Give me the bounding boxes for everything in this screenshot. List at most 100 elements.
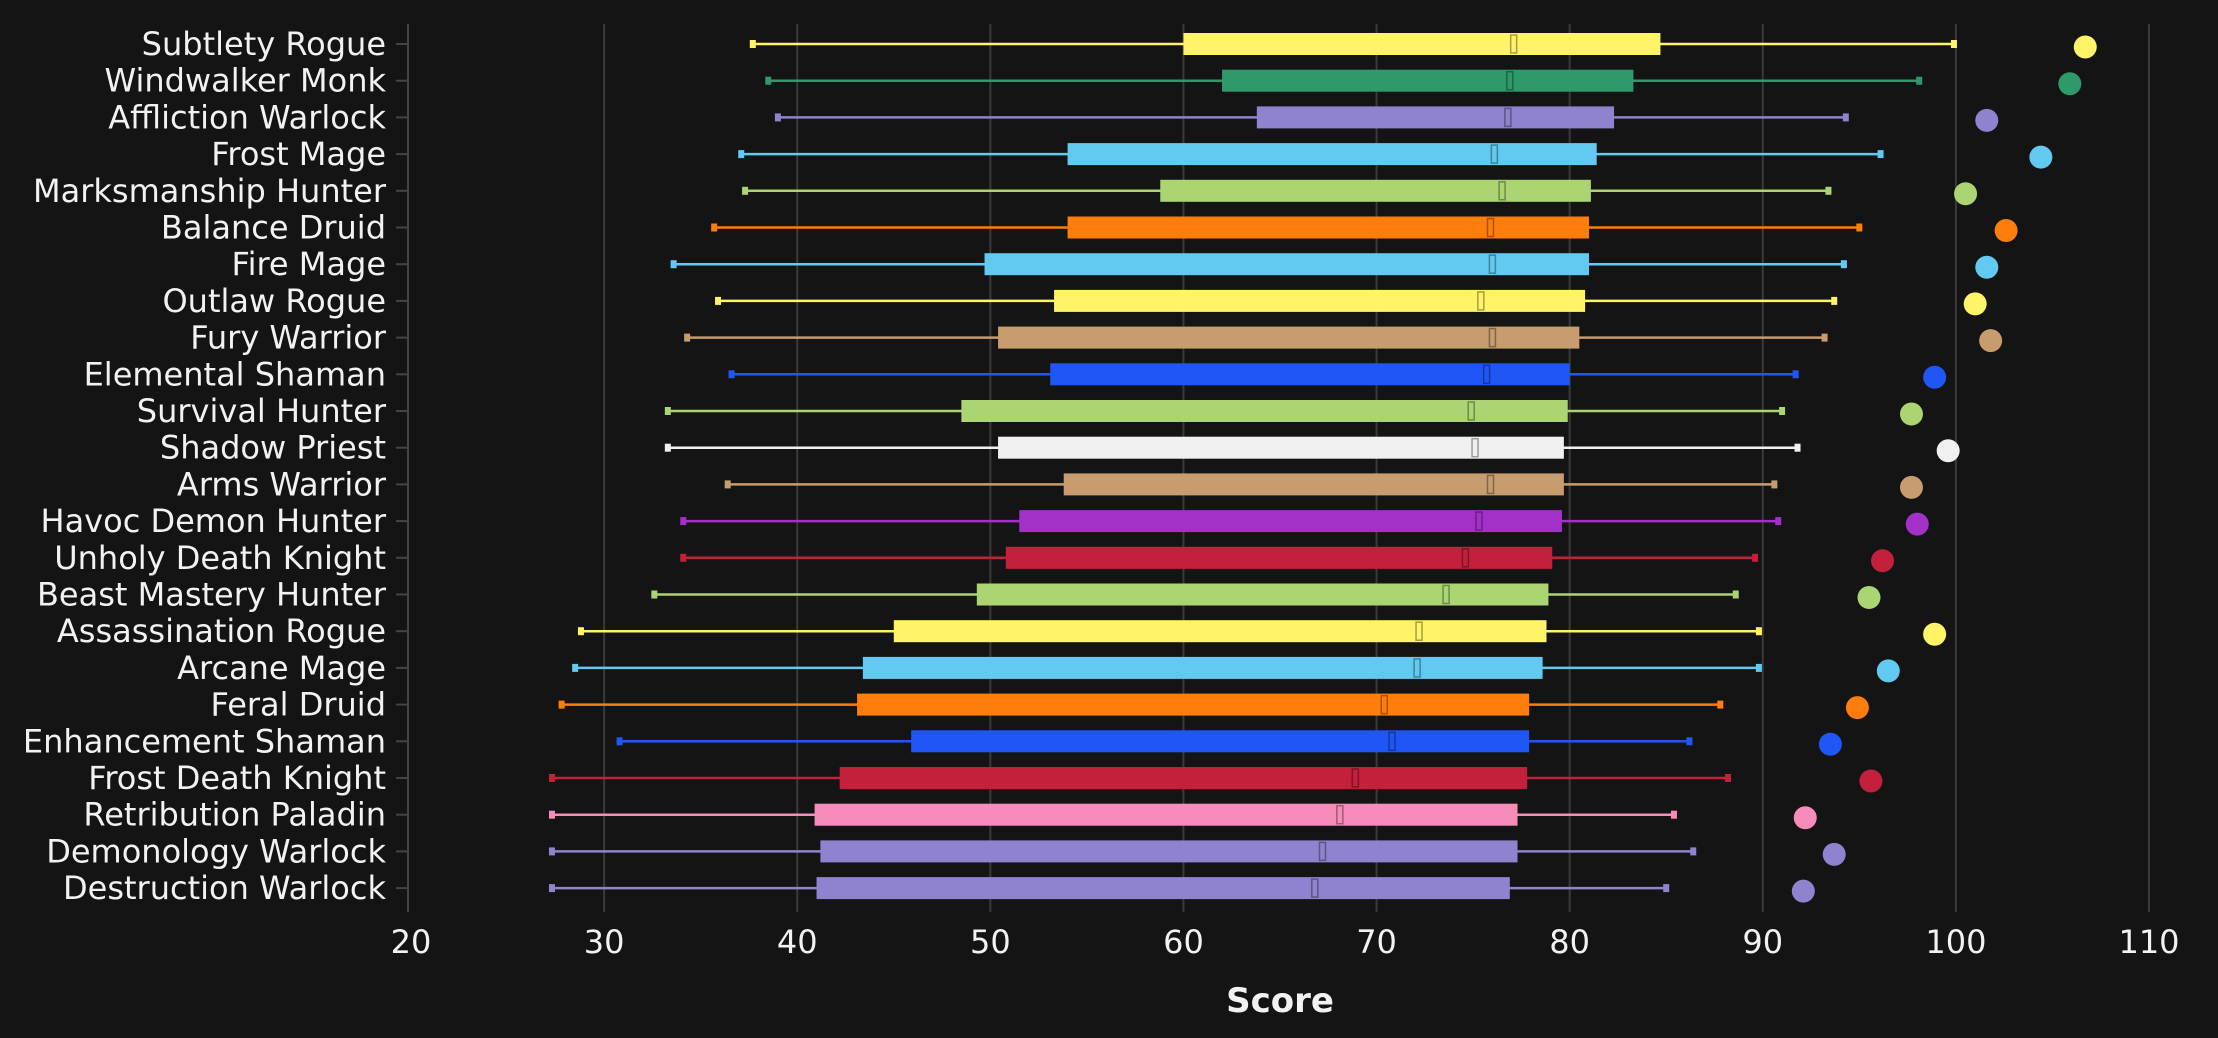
- box-row: Balance Druid: [161, 209, 2018, 247]
- whisker-cap-max: [1670, 810, 1677, 819]
- iqr-box: [1067, 143, 1597, 166]
- median-marker: [1442, 584, 1450, 605]
- box-row: Subtlety Rogue: [142, 25, 2097, 63]
- category-label: Fury Warrior: [190, 319, 387, 357]
- median-marker: [1318, 841, 1327, 862]
- whisker-cap-min: [572, 663, 579, 672]
- whisker-cap-min: [548, 774, 555, 782]
- iqr-box: [839, 767, 1528, 789]
- box-row: Fury Warrior: [190, 319, 2003, 357]
- category-label: Elemental Shaman: [84, 355, 386, 393]
- max-point-dot: [1923, 622, 1947, 646]
- whisker-cap-min: [670, 260, 677, 269]
- whisker-cap-max: [1794, 443, 1801, 452]
- category-label: Destruction Warlock: [63, 869, 386, 907]
- max-point-dot: [1822, 842, 1846, 866]
- iqr-box: [816, 877, 1510, 900]
- box-row: Fire Mage: [232, 245, 1999, 283]
- whisker-cap-max: [1717, 700, 1724, 709]
- x-tick-label: 70: [1356, 923, 1397, 961]
- whisker-cap-max: [1663, 884, 1670, 893]
- whisker-cap-max: [1755, 663, 1762, 672]
- max-point-dot: [1975, 108, 1999, 132]
- median-marker: [1311, 878, 1319, 898]
- max-point-dot: [1899, 402, 1923, 426]
- median-marker: [1336, 804, 1344, 825]
- iqr-box: [1256, 106, 1615, 129]
- median-marker: [1509, 34, 1518, 54]
- category-label: Frost Mage: [211, 135, 386, 173]
- median-marker: [1488, 254, 1497, 274]
- iqr-box: [1063, 473, 1564, 496]
- iqr-box: [814, 803, 1518, 826]
- whisker-cap-min: [711, 223, 718, 232]
- whisker-cap-max: [1686, 737, 1693, 746]
- median-marker: [1351, 768, 1360, 788]
- x-tick-label: 110: [2118, 923, 2179, 961]
- box-row: Arms Warrior: [177, 465, 1923, 503]
- median-marker: [1477, 291, 1485, 311]
- whisker-cap-min: [774, 113, 781, 122]
- whisker-cap-min: [749, 40, 756, 48]
- max-point-dot: [1845, 696, 1869, 720]
- whisker-cap-min: [651, 590, 658, 599]
- median-marker: [1461, 548, 1470, 568]
- iqr-box: [1054, 289, 1586, 312]
- whisker-cap-max: [1877, 150, 1884, 159]
- median-marker: [1490, 144, 1499, 164]
- category-label: Unholy Death Knight: [54, 539, 386, 577]
- whisker-cap-min: [738, 150, 745, 159]
- iqr-box: [857, 693, 1530, 716]
- max-point-dot: [1936, 439, 1960, 463]
- iqr-box: [893, 620, 1547, 643]
- whisker-cap-max: [1825, 186, 1832, 195]
- whisker-cap-max: [1771, 480, 1778, 489]
- box-row: Shadow Priest: [160, 429, 1960, 467]
- category-label: Shadow Priest: [160, 429, 386, 467]
- max-point-dot: [1923, 365, 1947, 389]
- box-row: Destruction Warlock: [63, 869, 1815, 907]
- whisker-cap-max: [1856, 223, 1863, 232]
- box-row: Outlaw Rogue: [162, 282, 1987, 320]
- category-label: Havoc Demon Hunter: [41, 502, 387, 540]
- category-label: Fire Mage: [232, 245, 387, 283]
- median-marker: [1388, 731, 1396, 752]
- median-marker: [1413, 658, 1421, 678]
- category-label: Assassination Rogue: [57, 612, 386, 650]
- median-marker: [1482, 364, 1491, 385]
- whisker-cap-max: [1792, 370, 1799, 379]
- max-point-dot: [1871, 549, 1895, 573]
- max-point-dot: [1963, 292, 1987, 316]
- whisker-cap-max: [1732, 590, 1739, 599]
- whisker-cap-min: [680, 553, 687, 562]
- whisker-cap-min: [548, 847, 555, 856]
- max-point-dot: [2073, 35, 2097, 59]
- iqr-box: [1222, 69, 1634, 92]
- median-marker: [1488, 327, 1497, 348]
- category-label: Feral Druid: [211, 686, 386, 724]
- category-label: Subtlety Rogue: [142, 25, 386, 63]
- whisker-cap-min: [715, 296, 722, 305]
- median-marker: [1467, 401, 1475, 421]
- iqr-box: [862, 656, 1543, 679]
- x-tick-label: 100: [1925, 923, 1986, 961]
- category-label: Arms Warrior: [177, 465, 387, 503]
- max-point-dot: [1857, 586, 1881, 609]
- whisker-cap-max: [1775, 517, 1782, 526]
- median-marker: [1380, 694, 1389, 715]
- max-point-dot: [1899, 475, 1923, 499]
- median-marker: [1486, 474, 1495, 495]
- iqr-box: [961, 400, 1568, 422]
- median-marker: [1475, 511, 1483, 531]
- box-row: Frost Mage: [211, 135, 2053, 173]
- gridlines: [603, 24, 2150, 912]
- iqr-box: [1183, 33, 1661, 55]
- x-tick-label: 40: [777, 923, 818, 961]
- x-axis-ticks: 20 30 40 50 60 70 80 90 100 110: [391, 923, 2180, 961]
- whisker-cap-max: [1779, 407, 1786, 415]
- box-row: Arcane Mage: [177, 649, 1900, 687]
- box-row: Elemental Shaman: [84, 355, 1947, 393]
- box-row: Havoc Demon Hunter: [41, 502, 1929, 540]
- x-tick-label: 80: [1549, 923, 1590, 961]
